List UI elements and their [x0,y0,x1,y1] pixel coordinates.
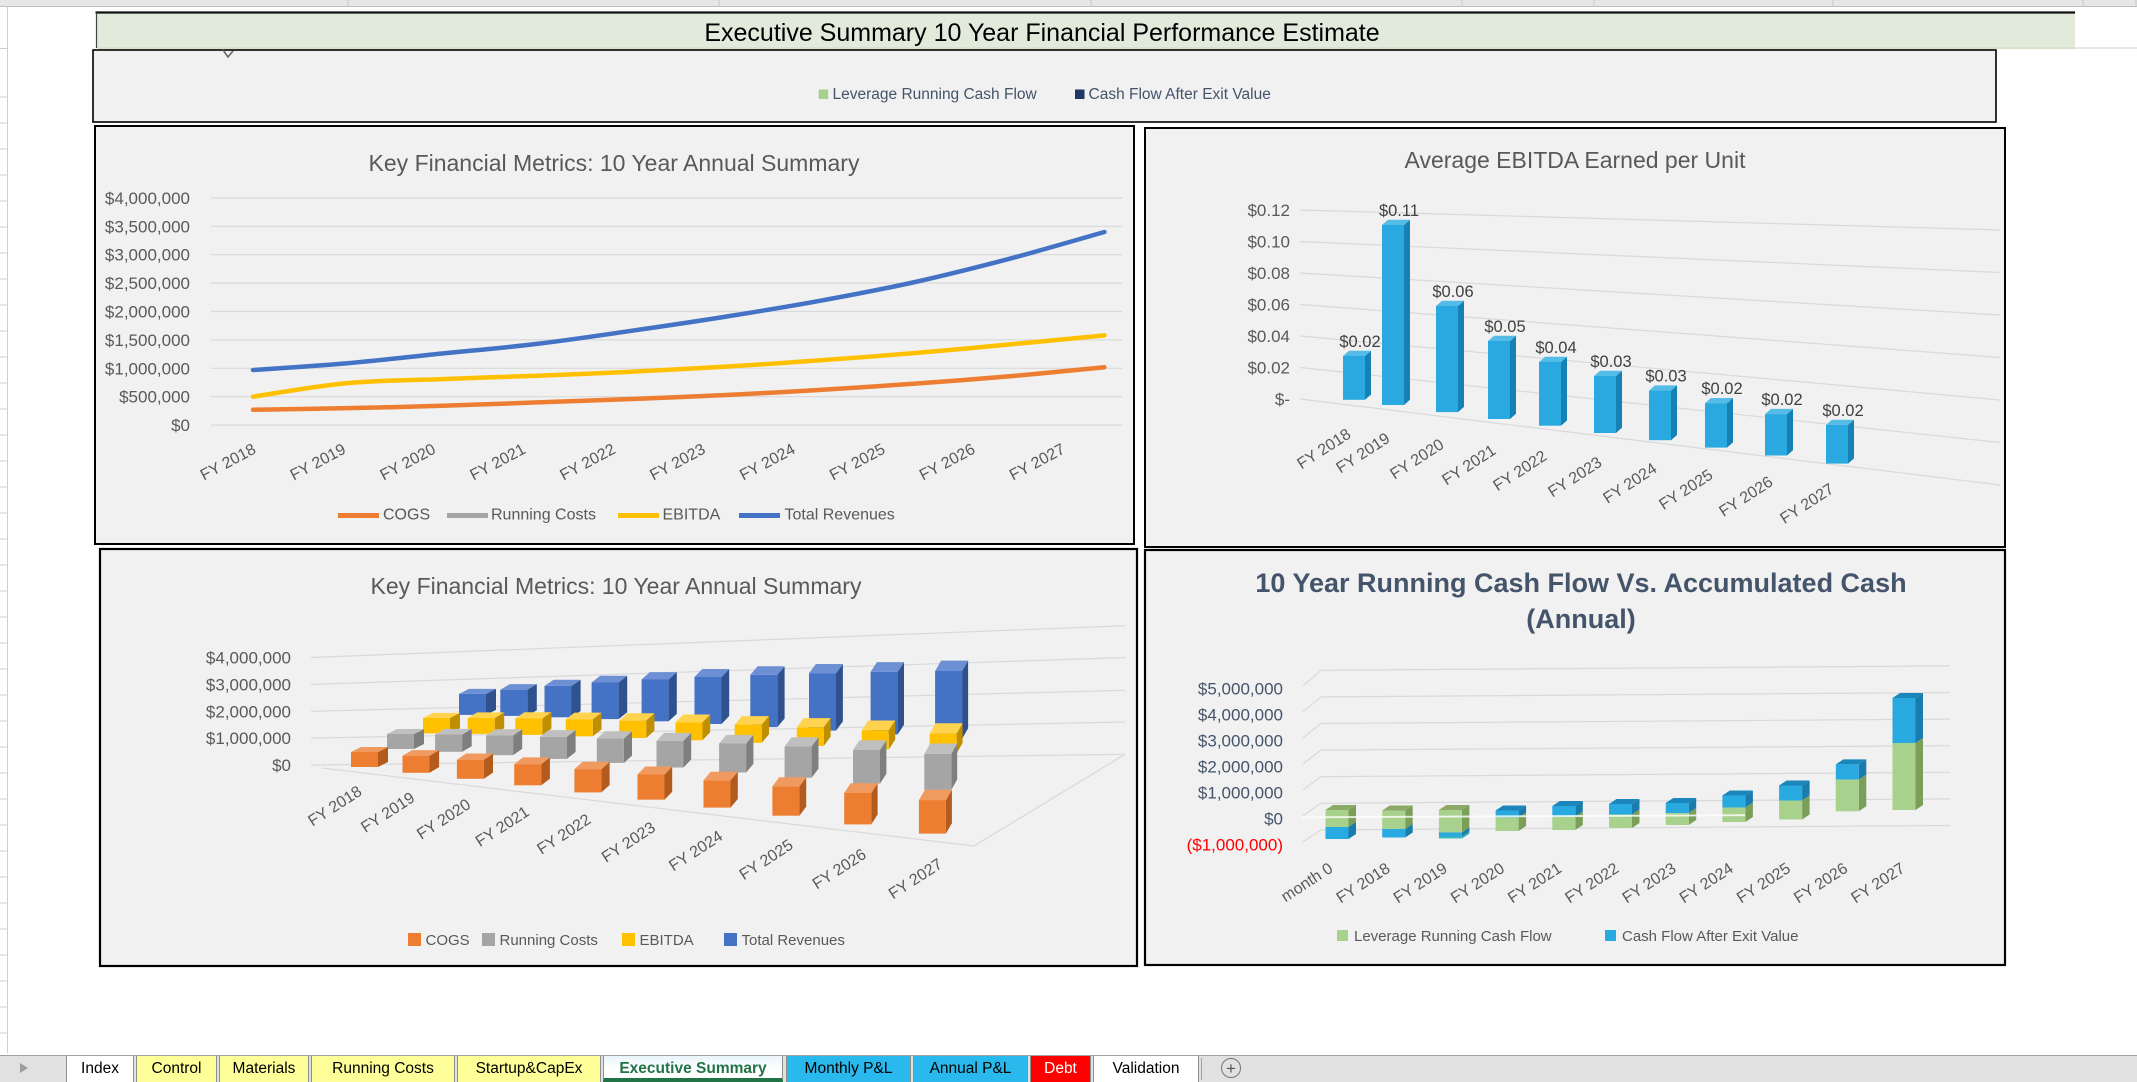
svg-text:$4,000,000: $4,000,000 [206,649,291,668]
svg-text:Average EBITDA Earned per Unit: Average EBITDA Earned per Unit [1405,147,1747,173]
svg-text:$500,000: $500,000 [119,388,190,407]
svg-text:$0: $0 [1264,810,1283,829]
svg-text:$0.06: $0.06 [1432,283,1473,301]
svg-text:Executive Summary 10 Year Fina: Executive Summary 10 Year Financial Perf… [704,19,1379,47]
svg-text:$0.02: $0.02 [1761,391,1802,409]
svg-text:Running Costs: Running Costs [491,507,596,524]
svg-text:$1,000,000: $1,000,000 [206,729,291,748]
svg-text:EBITDA: EBITDA [663,507,721,524]
svg-text:(Annual): (Annual) [1526,604,1635,634]
svg-text:Total Revenues: Total Revenues [785,507,895,524]
svg-text:EBITDA: EBITDA [640,932,694,949]
svg-text:Leverage Running Cash Flow: Leverage Running Cash Flow [1354,928,1552,945]
svg-text:$3,000,000: $3,000,000 [1198,732,1283,751]
svg-text:$0.08: $0.08 [1247,264,1290,283]
svg-text:$0: $0 [171,416,190,435]
svg-text:($1,000,000): ($1,000,000) [1187,836,1283,855]
svg-text:$0.02: $0.02 [1701,380,1742,398]
svg-text:$5,000,000: $5,000,000 [1198,680,1283,699]
svg-text:$0.05: $0.05 [1484,318,1525,336]
svg-text:$1,500,000: $1,500,000 [105,331,190,350]
svg-text:$2,000,000: $2,000,000 [206,702,291,721]
svg-text:Total Revenues: Total Revenues [742,932,845,949]
svg-text:COGS: COGS [383,507,430,524]
svg-text:$4,000,000: $4,000,000 [1198,706,1283,725]
svg-text:$2,500,000: $2,500,000 [105,274,190,293]
svg-text:$0.04: $0.04 [1247,327,1290,346]
svg-text:$0.11: $0.11 [1379,202,1419,220]
svg-text:$0.12: $0.12 [1247,201,1290,220]
svg-text:$0.02: $0.02 [1247,359,1290,378]
svg-text:$0.03: $0.03 [1590,353,1631,371]
svg-text:$0.03: $0.03 [1645,368,1686,386]
svg-text:$0.04: $0.04 [1535,339,1576,357]
svg-text:$1,000,000: $1,000,000 [1198,784,1283,803]
svg-text:$4,000,000: $4,000,000 [105,189,190,208]
svg-text:Key Financial Metrics: 10 Year: Key Financial Metrics: 10 Year Annual Su… [369,150,860,176]
svg-text:COGS: COGS [426,932,470,949]
svg-text:Running Costs: Running Costs [500,932,598,949]
svg-text:$2,000,000: $2,000,000 [105,303,190,322]
svg-text:Key Financial Metrics: 10 Year: Key Financial Metrics: 10 Year Annual Su… [371,573,862,599]
svg-text:Cash Flow After Exit Value: Cash Flow After Exit Value [1622,928,1798,945]
svg-text:$0.06: $0.06 [1247,296,1290,315]
svg-text:$-: $- [1275,390,1290,409]
svg-text:$0: $0 [272,756,291,775]
svg-text:$1,000,000: $1,000,000 [105,359,190,378]
svg-text:$2,000,000: $2,000,000 [1198,758,1283,777]
svg-text:$3,500,000: $3,500,000 [105,217,190,236]
svg-text:$3,000,000: $3,000,000 [206,675,291,694]
svg-text:Leverage Running Cash Flow: Leverage Running Cash Flow [833,86,1038,103]
svg-text:Cash Flow After Exit Value: Cash Flow After Exit Value [1089,86,1271,103]
svg-text:$3,000,000: $3,000,000 [105,246,190,265]
svg-text:10 Year Running Cash Flow Vs.: 10 Year Running Cash Flow Vs. Accumulate… [1255,568,1906,598]
svg-text:$0.02: $0.02 [1822,402,1863,420]
svg-text:$0.10: $0.10 [1247,233,1290,252]
svg-text:$0.02: $0.02 [1339,333,1380,351]
